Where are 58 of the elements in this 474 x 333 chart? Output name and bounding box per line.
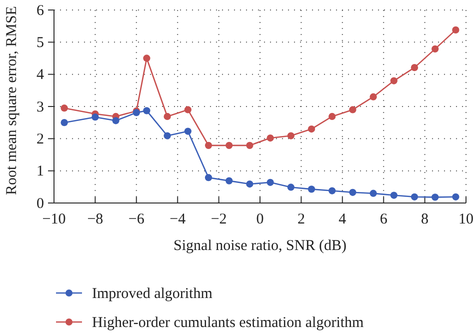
x-tick-label: −4 — [170, 212, 186, 228]
y-tick-label: 6 — [36, 2, 44, 19]
point — [266, 178, 274, 186]
point — [266, 134, 274, 142]
point — [432, 194, 439, 201]
point — [349, 188, 356, 196]
point — [349, 106, 356, 114]
point — [390, 192, 398, 199]
point — [452, 193, 460, 200]
y-tick-label: 1 — [36, 164, 44, 180]
point — [410, 193, 418, 200]
x-tick-label: 0 — [256, 212, 264, 228]
point — [143, 107, 150, 114]
point — [204, 142, 212, 149]
x-tick-label: −8 — [87, 212, 104, 228]
point — [184, 106, 192, 114]
point — [287, 132, 294, 140]
point — [432, 45, 439, 52]
y-tick-label: 2 — [36, 131, 44, 148]
point — [60, 119, 68, 126]
point — [452, 26, 460, 34]
y-tick-label: 5 — [36, 34, 44, 51]
point — [390, 77, 398, 84]
point — [143, 54, 150, 62]
y-tick-label: 3 — [36, 99, 44, 116]
point — [328, 112, 336, 120]
point — [184, 128, 192, 135]
y-tick-label: 4 — [36, 67, 44, 84]
point — [226, 142, 233, 149]
point — [410, 64, 418, 72]
point — [246, 142, 254, 149]
x-tick-label: 2 — [297, 212, 305, 228]
x-tick-label: 10 — [458, 212, 474, 228]
y-tick-label: 0 — [36, 196, 44, 212]
legend-label: Higher-order cumulants estimation algorithm — [92, 315, 364, 331]
point — [328, 187, 336, 194]
point — [164, 112, 171, 120]
point — [92, 114, 99, 121]
legend-label: Improved algorithm — [92, 286, 213, 302]
x-tick-label: 4 — [338, 212, 347, 228]
point — [112, 117, 120, 124]
point — [204, 174, 212, 182]
point — [164, 132, 171, 140]
point — [246, 180, 254, 188]
point — [308, 186, 316, 193]
point — [370, 93, 377, 100]
y-axis-title: Root mean square error, RMSE — [4, 6, 20, 195]
x-tick-label: 8 — [421, 212, 429, 228]
point — [287, 184, 294, 191]
x-axis-title: Signal noise ratio, SNR (dB) — [174, 238, 346, 254]
x-tick-label: 6 — [380, 212, 388, 228]
point — [370, 190, 377, 197]
x-tick-label: −6 — [128, 212, 145, 228]
point — [60, 104, 68, 112]
point — [308, 125, 316, 133]
x-tick-label: −2 — [210, 212, 227, 228]
x-tick-label: −10 — [42, 212, 66, 228]
point — [226, 177, 233, 184]
